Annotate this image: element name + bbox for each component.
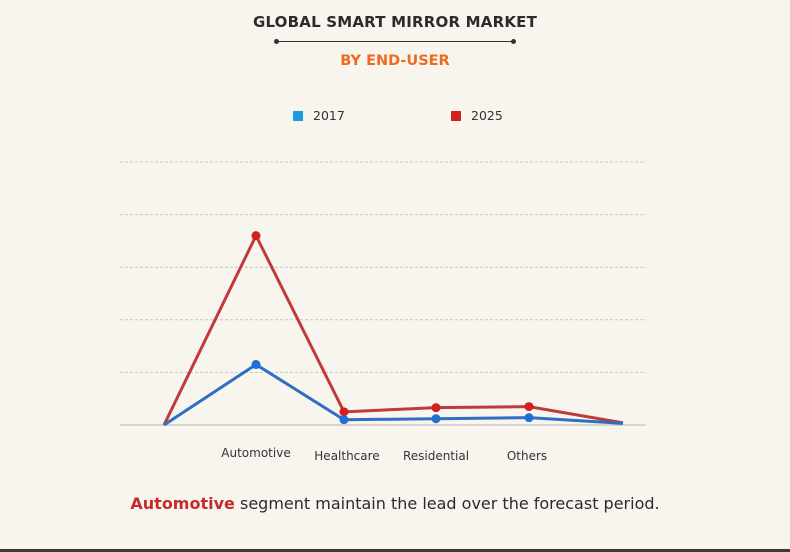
x-tick-label: Others (507, 449, 547, 463)
data-point-2017 (524, 413, 534, 423)
data-point-2025 (524, 402, 534, 412)
x-tick-label: Residential (403, 449, 469, 463)
bottom-border (0, 549, 790, 552)
footer-text: segment maintain the lead over the forec… (234, 494, 660, 513)
chart-title: GLOBAL SMART MIRROR MARKET (252, 13, 538, 31)
chart-subtitle: BY END-USER (340, 53, 450, 69)
footer-caption: Automotive segment maintain the lead ove… (0, 494, 790, 513)
x-tick-label: Automotive (221, 446, 290, 460)
data-point-2017 (339, 415, 349, 425)
x-tick-label: Healthcare (314, 449, 379, 463)
legend-item-2025: 2025 (451, 108, 503, 123)
footer-highlight: Automotive (130, 494, 235, 513)
data-point-2025 (431, 403, 441, 413)
title-divider (274, 39, 516, 44)
legend-item-2017: 2017 (293, 108, 345, 123)
legend-swatch-2025 (451, 110, 461, 121)
data-point-2017 (251, 360, 261, 370)
legend-label-2017: 2017 (313, 108, 345, 123)
data-point-2017 (431, 414, 441, 424)
series-line-2017 (163, 363, 624, 427)
data-point-2025 (339, 407, 349, 417)
data-point-2025 (251, 231, 261, 241)
series-line-2025 (162, 234, 624, 426)
legend-swatch-2017 (293, 110, 303, 121)
legend-label-2025: 2025 (471, 108, 503, 123)
